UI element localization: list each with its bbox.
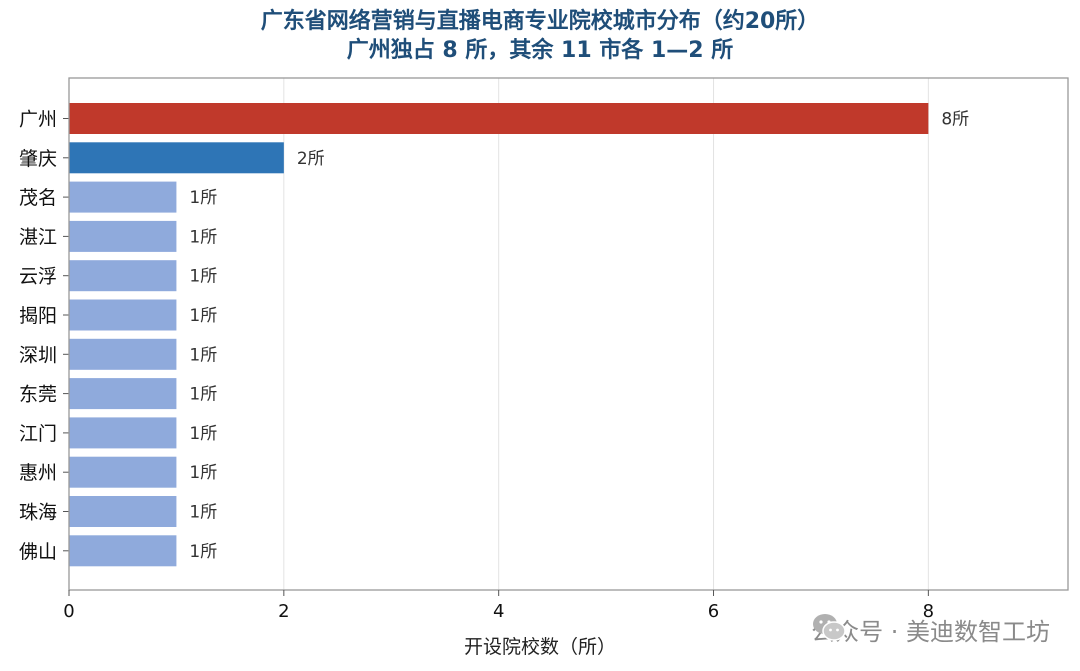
y-tick-label: 湛江 (19, 226, 57, 248)
chart-subtitle: 广州独占 8 所，其余 11 市各 1—2 所 (346, 38, 734, 63)
y-tick-label: 东莞 (19, 384, 57, 406)
data-label: 1所 (189, 463, 217, 483)
data-label: 1所 (189, 306, 217, 326)
data-label: 2所 (297, 149, 325, 169)
data-label: 1所 (189, 503, 217, 523)
x-tick-label: 6 (708, 601, 719, 622)
bar (69, 142, 284, 174)
data-label: 1所 (189, 424, 217, 444)
bar (69, 456, 177, 488)
watermark: 公众号 · 美迪数智工坊 (811, 612, 1050, 647)
data-label: 1所 (189, 267, 217, 287)
y-tick-label: 深圳 (19, 344, 57, 366)
bar (69, 103, 929, 134)
bar (69, 299, 177, 331)
bar (69, 260, 177, 292)
bar (69, 535, 177, 567)
x-tick-label: 8 (923, 601, 934, 622)
y-tick-label: 佛山 (19, 541, 57, 563)
watermark-text: 公众号 · 美迪数智工坊 (811, 618, 1050, 646)
chart-title: 广东省网络营销与直播电商专业院校城市分布（约20所） (260, 9, 820, 34)
data-label: 1所 (189, 227, 217, 247)
bar (69, 417, 177, 449)
bar (69, 496, 177, 527)
data-label: 1所 (189, 345, 217, 365)
y-tick-label: 珠海 (19, 502, 57, 524)
bar (69, 378, 177, 410)
plot-frame (68, 77, 1069, 591)
y-tick-label: 江门 (19, 423, 57, 445)
data-label: 1所 (189, 542, 217, 562)
x-tick-label: 0 (63, 601, 74, 622)
data-label: 1所 (189, 188, 217, 208)
data-label: 8所 (941, 110, 969, 130)
bar (69, 220, 177, 252)
bar (69, 181, 177, 213)
y-tick-label: 茂名 (19, 187, 57, 209)
x-axis-label: 开设院校数（所） (463, 636, 616, 658)
data-label: 1所 (189, 385, 217, 405)
y-tick-label: 惠州 (19, 462, 57, 484)
bar (69, 338, 177, 370)
x-tick-label: 4 (493, 601, 504, 622)
y-tick-label: 揭阳 (19, 305, 57, 327)
wechat-icon (813, 614, 846, 641)
y-tick-label: 云浮 (19, 266, 57, 288)
x-tick-label: 2 (278, 601, 289, 622)
y-tick-label: 广州 (19, 109, 57, 131)
y-tick-label: 肇庆 (19, 148, 57, 170)
